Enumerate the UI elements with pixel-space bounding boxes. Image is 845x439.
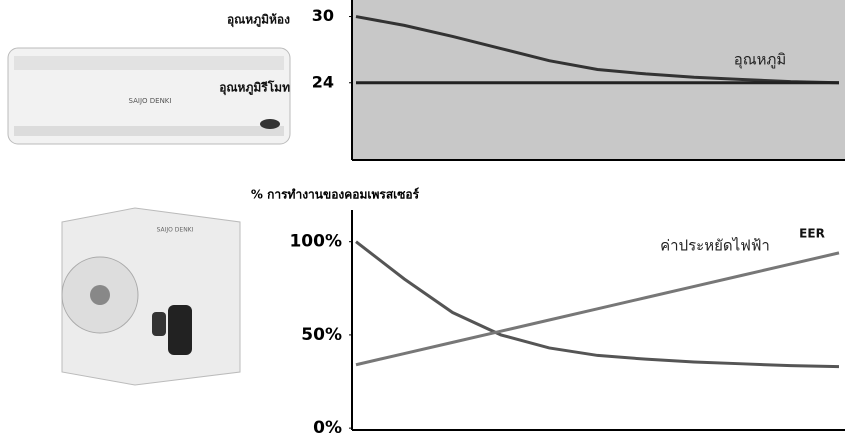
plot-background bbox=[352, 210, 845, 430]
series-label: อุณหภูมิห้อง bbox=[227, 13, 290, 28]
series-label: อุณหภูมิรีโมท bbox=[219, 80, 290, 96]
y-tick-label: 100% bbox=[289, 232, 342, 252]
infographic: SAIJO DENKI SAIJO DENKI 3024อุณหภูมิอุณห… bbox=[0, 0, 845, 439]
brand-label: SAIJO DENKI bbox=[157, 227, 194, 234]
y-tick-label: 0% bbox=[313, 418, 342, 438]
page: SAIJO DENKI SAIJO DENKI 3024อุณหภูมิอุณห… bbox=[0, 0, 845, 439]
annotation: อุณหภูมิ bbox=[734, 51, 787, 70]
brand-label: SAIJO DENKI bbox=[129, 97, 172, 105]
outdoor-unit: SAIJO DENKI bbox=[62, 208, 240, 385]
y-tick-label: 24 bbox=[312, 72, 334, 91]
indoor-unit: SAIJO DENKI bbox=[8, 48, 290, 144]
annotation: ค่าประหยัดไฟฟ้า bbox=[660, 237, 770, 255]
chart-title: % การทำงานของคอมเพรสเซอร์ bbox=[251, 188, 420, 202]
y-tick-label: 50% bbox=[301, 325, 342, 345]
y-tick-label: 30 bbox=[312, 6, 334, 25]
series-label: EER bbox=[799, 227, 825, 241]
